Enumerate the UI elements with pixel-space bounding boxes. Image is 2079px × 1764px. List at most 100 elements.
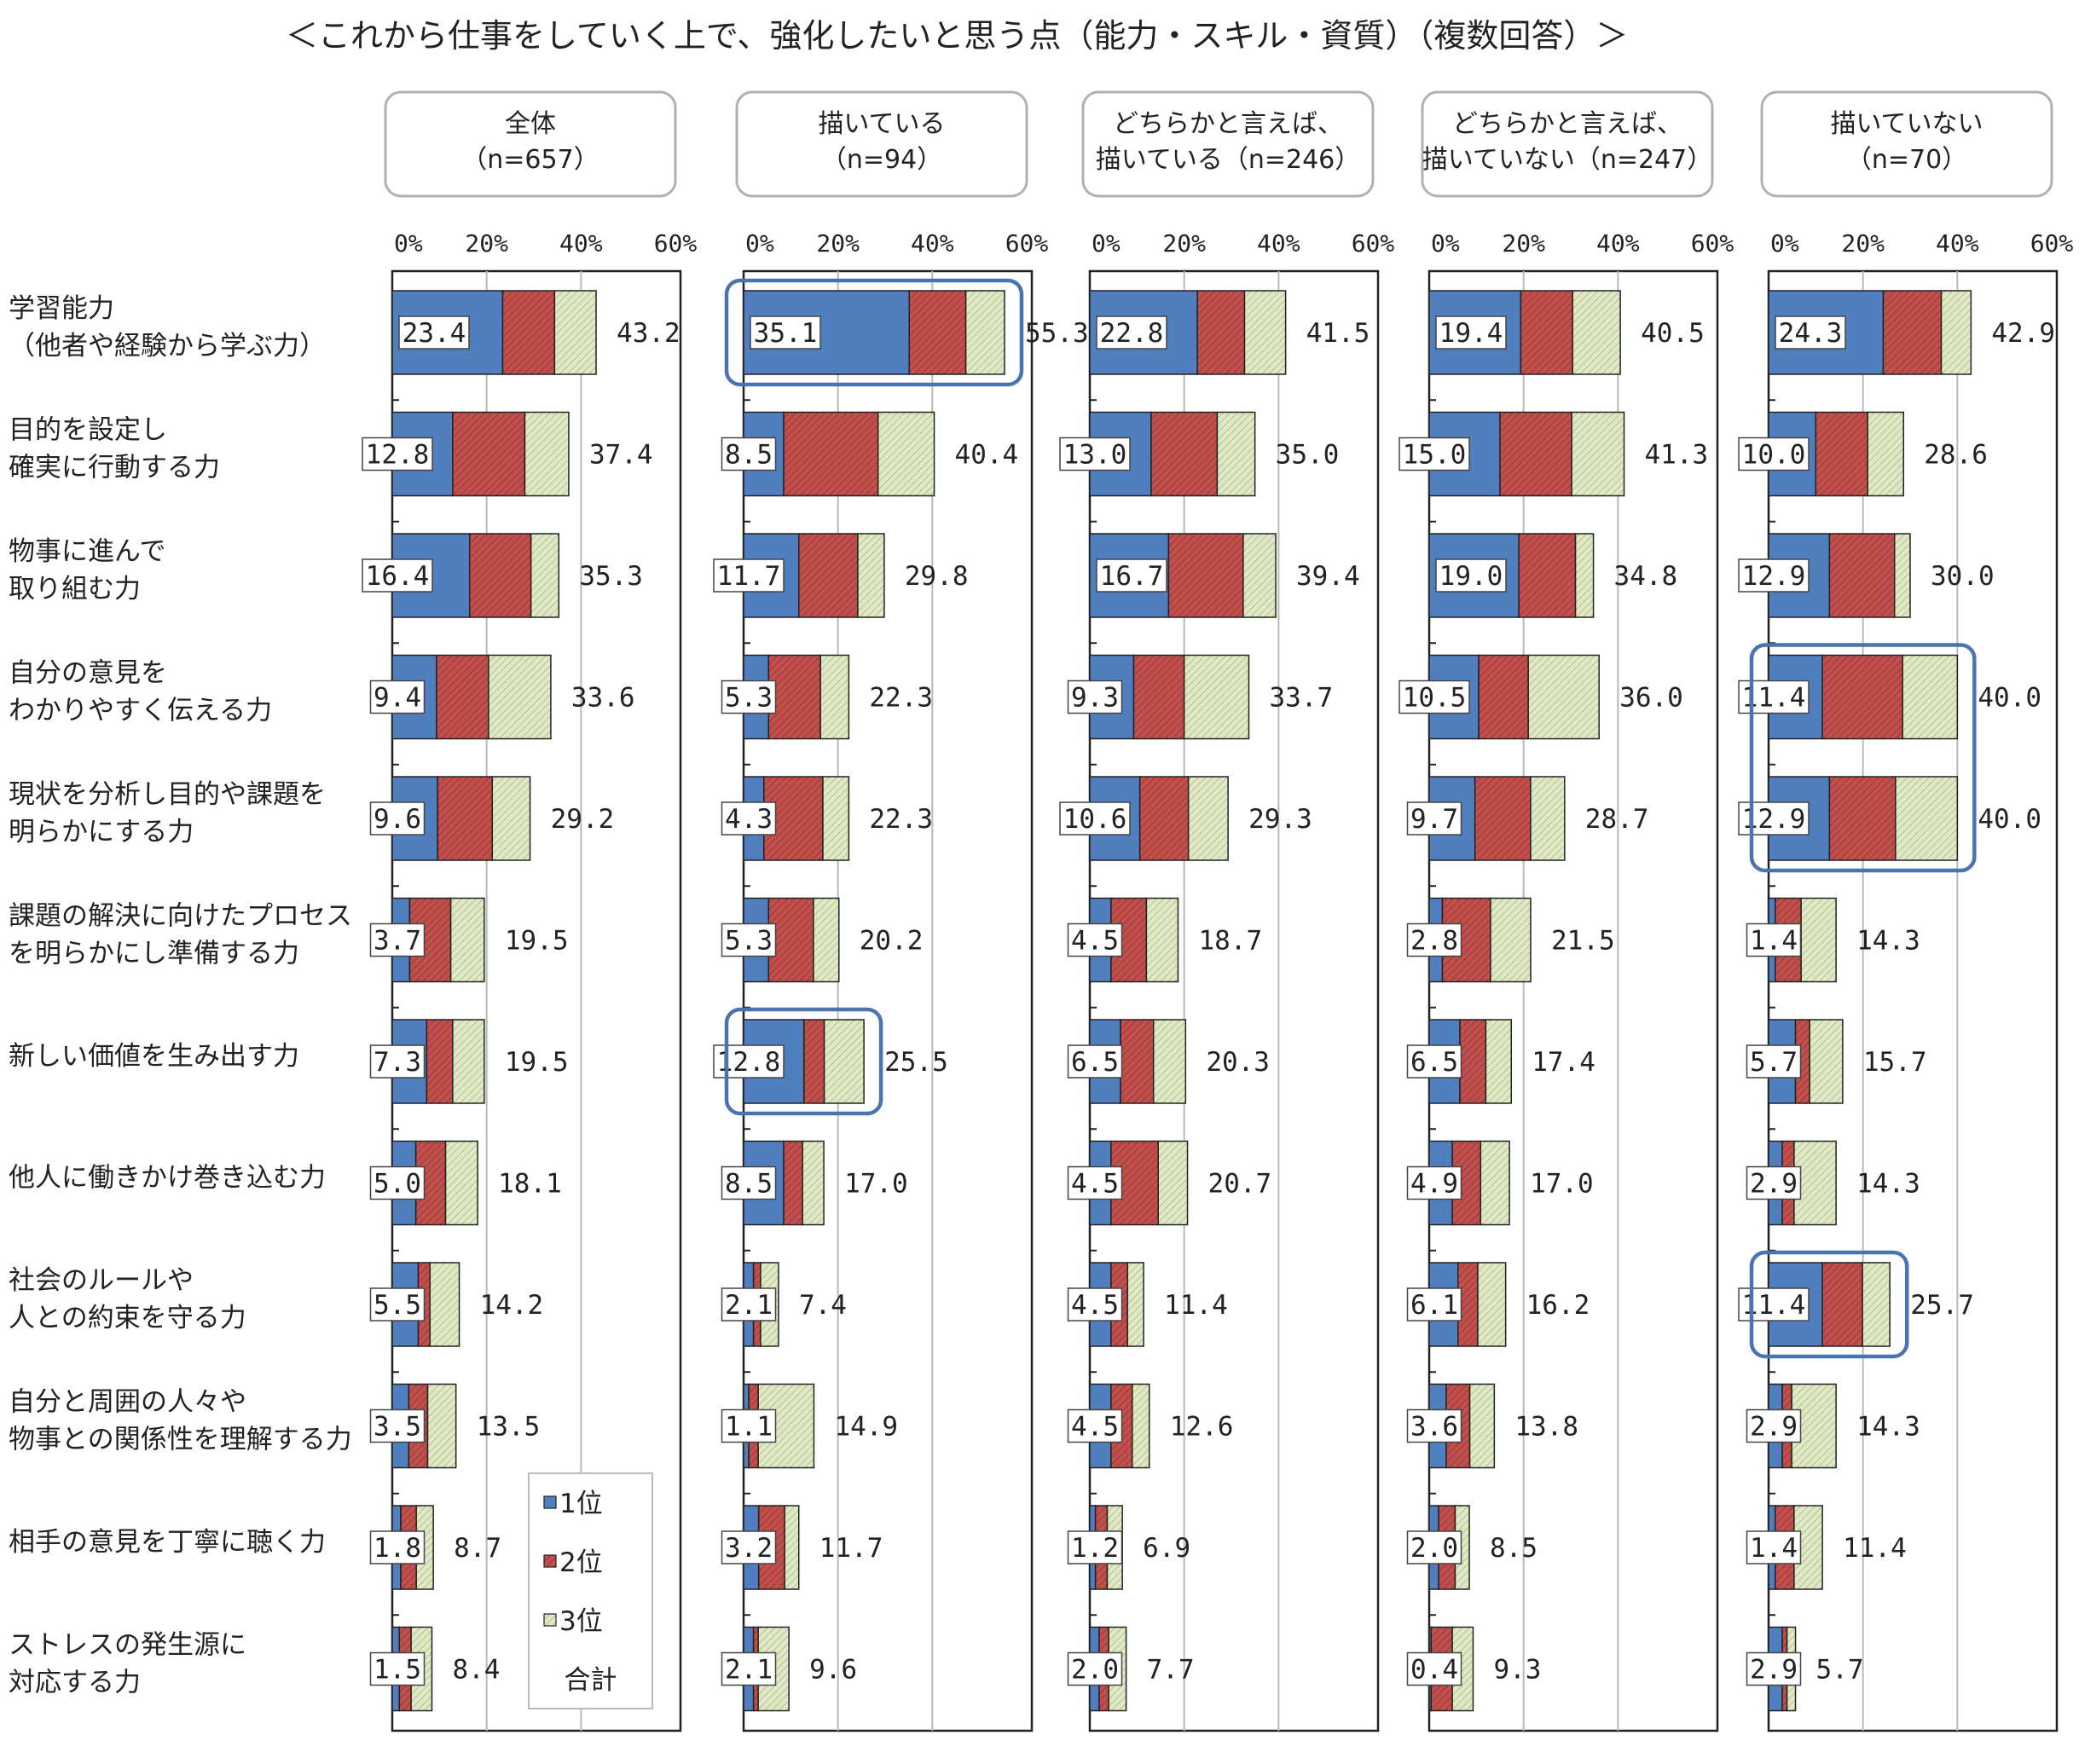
rank1-label-box bbox=[1746, 1530, 1802, 1564]
category-label: 取り組む力 bbox=[9, 574, 141, 604]
total-value-label: 25.7 bbox=[1910, 1290, 1974, 1321]
rank1-label-box bbox=[1435, 315, 1507, 350]
category-label: 物事に進んで bbox=[9, 536, 165, 567]
total-value-label: 30.0 bbox=[1931, 561, 1995, 592]
rank1-value-label: 19.4 bbox=[1439, 318, 1503, 349]
bar-rank3 bbox=[784, 1505, 800, 1590]
rank1-value-label: 12.8 bbox=[366, 440, 430, 471]
total-value-label: 14.2 bbox=[480, 1290, 544, 1321]
rank1-value-label: 2.1 bbox=[725, 1655, 773, 1686]
bar-rank3 bbox=[1895, 776, 1959, 861]
category-label: 自分の意見を bbox=[9, 658, 167, 689]
bar-rank3 bbox=[530, 533, 560, 618]
bar-rank2 bbox=[1518, 533, 1577, 618]
total-value-label: 20.3 bbox=[1206, 1047, 1270, 1078]
rank1-label-box bbox=[721, 680, 777, 714]
bar-rank3 bbox=[553, 290, 597, 375]
rank1-label-box bbox=[362, 437, 433, 471]
panel-frame bbox=[1088, 269, 1380, 1732]
panel-header-text: 描いていない bbox=[1830, 109, 1983, 139]
total-value-label: 9.3 bbox=[1493, 1655, 1541, 1686]
bar-rank3 bbox=[1187, 776, 1229, 861]
highlight-box bbox=[1749, 1250, 1909, 1359]
rank1-value-label: 11.7 bbox=[717, 561, 781, 592]
rank1-label-box bbox=[1406, 1044, 1462, 1079]
bar-rank3 bbox=[426, 1383, 457, 1469]
category-label: 目的を設定し bbox=[9, 415, 167, 446]
panel-header-text: 描いている（n=246） bbox=[1096, 145, 1361, 175]
legend-swatch bbox=[543, 1495, 557, 1509]
legend-swatch bbox=[543, 1554, 557, 1568]
panel-header-text: 描いていない（n=247） bbox=[1422, 145, 1713, 175]
category-label: 他人に働きかけ巻き込む力 bbox=[9, 1163, 326, 1194]
category-label: 相手の意見を丁寧に聴く力 bbox=[9, 1527, 326, 1558]
rank1-value-label: 2.8 bbox=[1410, 926, 1458, 957]
total-value-label: 43.2 bbox=[617, 318, 680, 349]
bar-rank3 bbox=[964, 290, 1005, 375]
bar-rank3 bbox=[1791, 1383, 1837, 1469]
bar-rank2 bbox=[1196, 290, 1246, 375]
rank1-value-label: 9.3 bbox=[1071, 683, 1119, 714]
rank1-value-label: 5.3 bbox=[725, 683, 773, 714]
chart-title: ＜これから仕事をしていく上で、強化したいと思う点（能力・スキル・資質）（複数回答… bbox=[286, 17, 1628, 55]
total-value-label: 40.4 bbox=[955, 440, 1019, 471]
total-value-label: 11.4 bbox=[1164, 1290, 1228, 1321]
panel-header-text: どちらかと言えば、 bbox=[1452, 109, 1682, 139]
category-label: 社会のルールや bbox=[9, 1265, 194, 1296]
highlight-box bbox=[1749, 643, 1977, 873]
bar-rank3 bbox=[822, 776, 850, 861]
panel-frame bbox=[742, 269, 1034, 1732]
rank1-value-label: 9.7 bbox=[1410, 804, 1458, 835]
rank1-label-box bbox=[369, 801, 426, 836]
panel-frame bbox=[391, 269, 682, 1732]
rank1-label-box bbox=[369, 1530, 426, 1564]
rank1-value-label: 6.5 bbox=[1071, 1047, 1119, 1078]
rank1-value-label: 1.4 bbox=[1750, 1533, 1798, 1564]
panel-header-box bbox=[384, 90, 677, 198]
bar-rank3 bbox=[877, 411, 935, 497]
rank1-label-box bbox=[369, 680, 426, 714]
category-label: 対応する力 bbox=[9, 1668, 141, 1698]
panel-header-text: （n=94） bbox=[821, 145, 942, 175]
category-label: 物事との関係性を理解する力 bbox=[9, 1425, 352, 1455]
bar-rank3 bbox=[1242, 533, 1277, 618]
bar-rank3 bbox=[452, 1019, 485, 1104]
rank1-label-box bbox=[1067, 1044, 1123, 1079]
rank1-label-box bbox=[1399, 680, 1470, 714]
rank1-label-box bbox=[1067, 1530, 1123, 1564]
bar-rank3 bbox=[1572, 290, 1621, 375]
x-tick-label: 40% bbox=[1257, 229, 1300, 257]
total-value-label: 37.4 bbox=[589, 440, 653, 471]
panel-header-box bbox=[1760, 90, 2053, 198]
x-tick-label: 40% bbox=[559, 229, 603, 257]
total-value-label: 9.6 bbox=[809, 1655, 857, 1686]
rank1-label-box bbox=[398, 315, 470, 350]
rank1-label-box bbox=[1746, 1165, 1802, 1200]
bar-rank3 bbox=[429, 1262, 460, 1347]
bar-rank3 bbox=[1157, 1140, 1189, 1226]
total-value-label: 5.7 bbox=[1816, 1655, 1864, 1686]
bar-rank2 bbox=[1821, 654, 1903, 740]
rank1-label-box bbox=[1738, 437, 1810, 471]
rank1-value-label: 9.6 bbox=[374, 804, 421, 835]
rank1-label-box bbox=[721, 1651, 777, 1686]
rank1-value-label: 4.5 bbox=[1071, 1169, 1119, 1200]
rank1-label-box bbox=[1746, 922, 1802, 957]
total-value-label: 33.6 bbox=[571, 683, 635, 714]
bar-rank3 bbox=[819, 654, 850, 740]
total-value-label: 40.0 bbox=[1978, 683, 2041, 714]
total-value-label: 11.7 bbox=[819, 1533, 883, 1564]
total-value-label: 39.4 bbox=[1296, 561, 1360, 592]
rank1-label-box bbox=[1067, 1287, 1123, 1322]
bar-rank3 bbox=[1490, 897, 1532, 983]
x-tick-label: 0% bbox=[1092, 229, 1121, 257]
rank1-label-box bbox=[1406, 1530, 1462, 1564]
bar-rank2 bbox=[1167, 533, 1244, 618]
bar-rank2 bbox=[1150, 411, 1219, 497]
bar-rank2 bbox=[908, 290, 967, 375]
legend-label: 2位 bbox=[559, 1547, 603, 1578]
rank1-value-label: 3.5 bbox=[374, 1412, 421, 1443]
bar-rank2 bbox=[767, 654, 821, 740]
rank1-label-box bbox=[1067, 1165, 1123, 1200]
bar-rank3 bbox=[1530, 776, 1566, 861]
